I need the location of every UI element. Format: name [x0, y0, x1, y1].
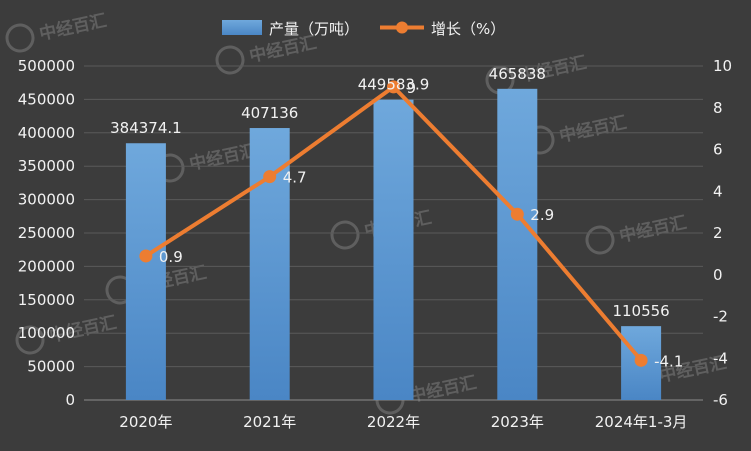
watermark-stamp: 中经百汇 — [525, 112, 628, 155]
y-right-tick-label: 2 — [713, 224, 723, 242]
x-tick-label: 2022年 — [367, 413, 420, 431]
bar-value-label: 384374.1 — [110, 119, 182, 137]
svg-text:中经百汇: 中经百汇 — [187, 140, 258, 175]
svg-text:中经百汇: 中经百汇 — [617, 212, 688, 247]
x-tick-label: 2024年1-3月 — [595, 413, 688, 431]
y-left-tick-label: 100000 — [18, 324, 75, 342]
y-right-tick-label: 0 — [713, 266, 723, 284]
bar — [373, 99, 414, 401]
x-tick-label: 2021年 — [243, 413, 296, 431]
line-value-label: 0.9 — [159, 248, 183, 266]
line-value-label: -4.1 — [654, 352, 683, 370]
y-left-tick-label: 50000 — [27, 358, 75, 376]
y-left-tick-label: 200000 — [18, 257, 75, 275]
data-labels: 384374.1 407136 449583.9 465838 110556 0.9 4.7… — [110, 65, 683, 371]
line-value-label: 2.9 — [530, 206, 554, 224]
y-left-tick-label: 250000 — [18, 224, 75, 242]
watermark-stamp: 中经百汇 — [585, 212, 688, 255]
y-right-tick-label: 10 — [713, 57, 732, 75]
y-right-tick-label: 8 — [713, 99, 723, 117]
watermark-layer: 中经百汇中经百汇中经百汇中经百汇中经百汇中经百汇中经百汇中经百汇中经百汇中经百汇… — [5, 10, 728, 415]
axes: 0 50000 100000 150000 200000 250000 300000 3500… — [18, 57, 732, 431]
legend: 产量（万吨） 增长（%） — [222, 20, 505, 38]
bar-value-label: 465838 — [489, 65, 546, 83]
line-marker — [634, 353, 648, 367]
y-left-tick-label: 0 — [65, 391, 75, 409]
line-value-label: 9 — [407, 79, 417, 97]
y-left-tick-label: 500000 — [18, 57, 75, 75]
bar-series — [125, 88, 662, 401]
line-marker — [387, 80, 400, 94]
y-right-tick-label: 4 — [713, 182, 723, 200]
bar-value-label: 407136 — [241, 104, 298, 122]
legend-bar-swatch — [222, 20, 262, 35]
watermark-stamp: 中经百汇 — [5, 10, 108, 53]
y-left-tick-label: 450000 — [18, 90, 75, 108]
line-marker — [139, 249, 153, 263]
bar-value-label: 110556 — [612, 302, 669, 320]
svg-text:中经百汇: 中经百汇 — [407, 372, 478, 407]
watermark-stamp: 中经百汇 — [155, 140, 258, 183]
y-right-tick-label: -2 — [713, 308, 728, 326]
line-series — [139, 80, 648, 367]
line-marker — [510, 207, 524, 221]
x-tick-label: 2023年 — [491, 413, 544, 431]
legend-line-marker — [396, 21, 408, 34]
y-left-tick-label: 350000 — [18, 157, 75, 175]
y-left-tick-label: 150000 — [18, 291, 75, 309]
x-tick-label: 2020年 — [119, 413, 172, 431]
bar — [125, 143, 166, 400]
y-right-tick-label: -4 — [713, 349, 728, 367]
bar — [497, 88, 538, 400]
y-right-tick-label: 6 — [713, 141, 723, 159]
y-right-tick-label: -6 — [713, 391, 728, 409]
line-value-label: 4.7 — [283, 169, 307, 187]
y-left-tick-label: 400000 — [18, 124, 75, 142]
legend-bar-label: 产量（万吨） — [269, 20, 359, 38]
svg-text:中经百汇: 中经百汇 — [557, 112, 628, 147]
y-left-tick-label: 300000 — [18, 191, 75, 209]
svg-text:中经百汇: 中经百汇 — [37, 10, 108, 45]
line-marker — [263, 170, 277, 184]
bar-value-label: 449583.9 — [358, 76, 430, 94]
legend-line-label: 增长（%） — [431, 20, 505, 38]
